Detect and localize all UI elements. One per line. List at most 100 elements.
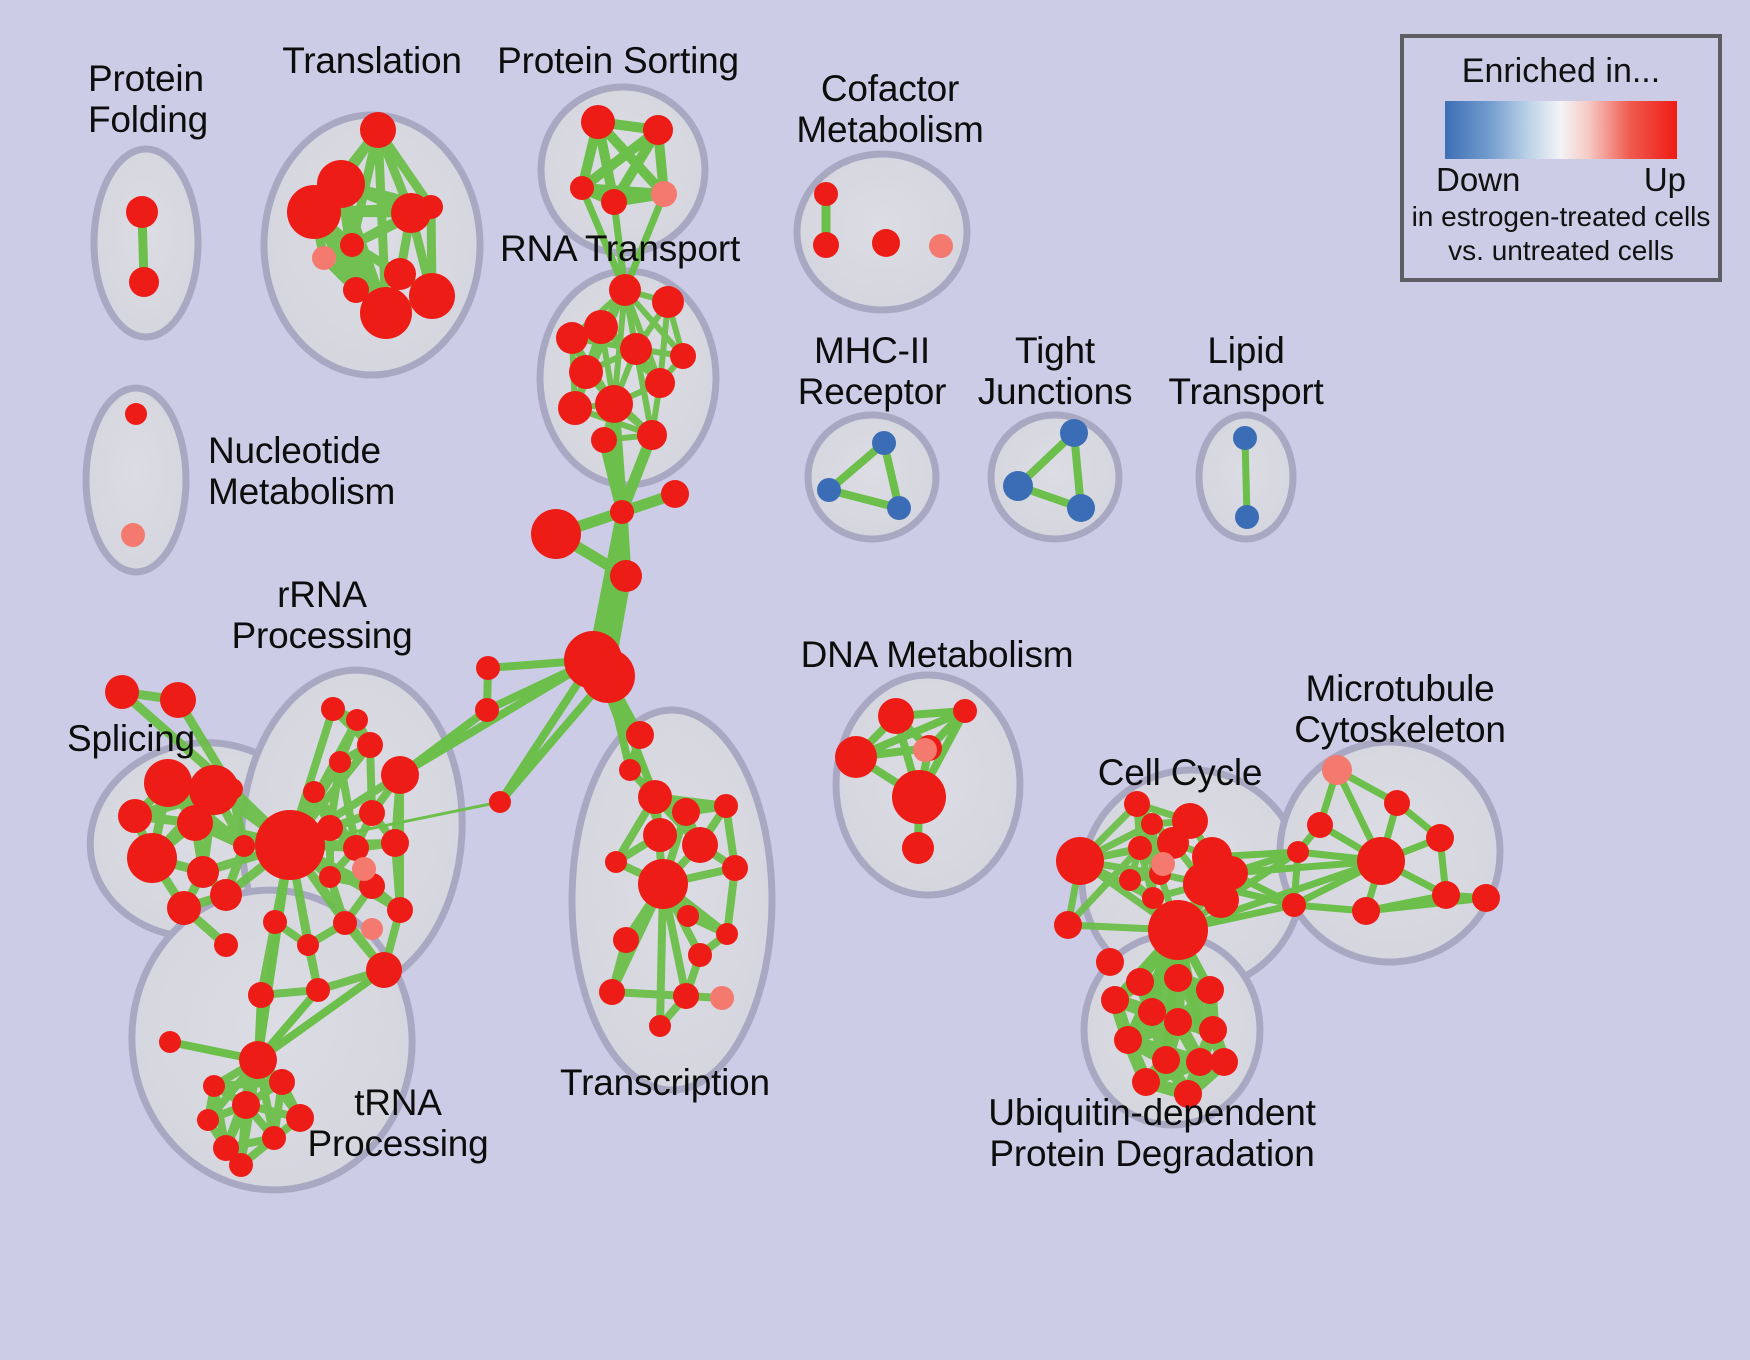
node [329, 751, 351, 773]
node [360, 112, 396, 148]
node [297, 934, 319, 956]
node [118, 799, 152, 833]
node [177, 805, 213, 841]
node [651, 181, 677, 207]
node [1307, 812, 1333, 838]
node [1141, 813, 1163, 835]
node [1119, 869, 1141, 891]
node [610, 500, 634, 524]
node [714, 794, 738, 818]
node [255, 810, 325, 880]
node [1138, 998, 1166, 1026]
node [1203, 882, 1239, 918]
node [312, 246, 336, 270]
node [887, 496, 911, 520]
node [343, 835, 369, 861]
node [902, 832, 934, 864]
node [652, 286, 684, 318]
node [1124, 791, 1150, 817]
node [1352, 897, 1380, 925]
node [835, 736, 877, 778]
node [121, 523, 145, 547]
node [609, 274, 641, 306]
node [1186, 1048, 1214, 1076]
node [1432, 881, 1460, 909]
node [239, 1041, 277, 1079]
node [1096, 948, 1124, 976]
node [189, 765, 239, 815]
node [1384, 790, 1410, 816]
node [1287, 841, 1309, 863]
node [872, 431, 896, 455]
node [558, 391, 592, 425]
node [584, 310, 618, 344]
node [213, 1135, 239, 1161]
node [1126, 968, 1154, 996]
node [1164, 964, 1192, 992]
node [620, 333, 652, 365]
node [929, 234, 953, 258]
node [361, 918, 383, 940]
node [892, 770, 946, 824]
node [321, 697, 345, 721]
node [144, 759, 192, 807]
node [1196, 976, 1224, 1004]
node [570, 176, 594, 200]
node [127, 833, 177, 883]
node [214, 933, 238, 957]
node [1357, 837, 1405, 885]
node [263, 910, 287, 934]
node [643, 115, 673, 145]
node [1235, 505, 1259, 529]
node [878, 698, 914, 734]
node [381, 756, 419, 794]
node [1067, 494, 1095, 522]
node [595, 385, 633, 423]
node [105, 675, 139, 709]
node [1128, 836, 1152, 860]
node [269, 1069, 295, 1095]
node [1132, 1068, 1160, 1096]
node [366, 952, 402, 988]
node [581, 649, 635, 703]
node [306, 978, 330, 1002]
node [167, 891, 201, 925]
node [159, 1031, 181, 1053]
node [360, 287, 412, 339]
node [1174, 1080, 1202, 1108]
node [1003, 471, 1033, 501]
node [384, 258, 416, 290]
node [1056, 837, 1104, 885]
node [343, 277, 369, 303]
node [605, 851, 627, 873]
node [419, 195, 443, 219]
node [591, 427, 617, 453]
node [129, 267, 159, 297]
node [1101, 986, 1129, 1014]
node [1233, 426, 1257, 450]
node [187, 856, 219, 888]
legend-caption-line1: in estrogen-treated cells [1411, 201, 1711, 232]
node [232, 1091, 260, 1119]
node [710, 986, 734, 1010]
node [610, 560, 642, 592]
node [125, 403, 147, 425]
node [126, 196, 158, 228]
node [262, 1126, 286, 1150]
node [672, 798, 700, 826]
legend-caption-line2: vs. untreated cells [1448, 234, 1674, 266]
node [1426, 824, 1454, 852]
node [287, 185, 341, 239]
node [670, 343, 696, 369]
node [333, 911, 357, 935]
node [626, 721, 654, 749]
node [953, 699, 977, 723]
node [677, 905, 699, 927]
node [319, 866, 341, 888]
hull-protein-sorting [537, 83, 709, 257]
node [1472, 884, 1500, 912]
legend-color-bar [1445, 101, 1677, 159]
node [197, 1109, 219, 1131]
